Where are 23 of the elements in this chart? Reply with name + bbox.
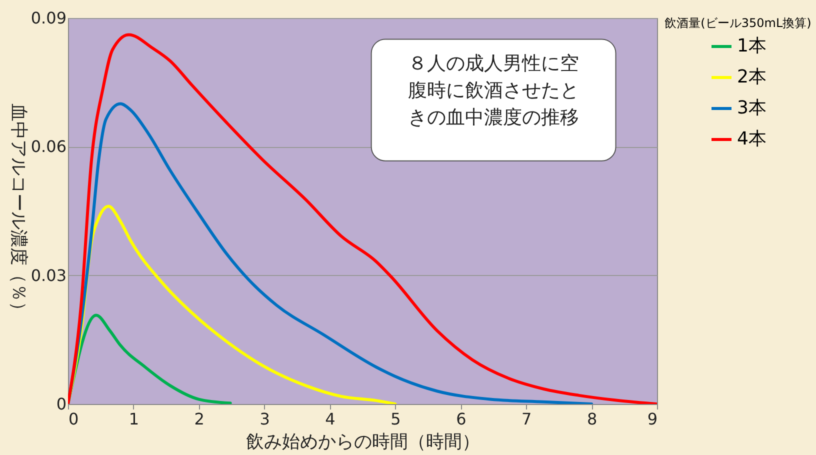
y-axis-title: 血中アルコール濃度（％） [8,104,29,320]
x-tick-label: 9 [647,410,658,428]
legend-label: 3本 [737,98,766,118]
x-tick-label: 3 [260,410,270,428]
x-tick-label: 4 [325,410,336,428]
x-tick-label: 0 [68,410,79,428]
y-tick-label: 0 [56,394,66,414]
legend-title: 飲酒量(ビール350mL換算) [664,16,812,30]
y-tick-label: 0.03 [30,266,66,285]
legend-label: 1本 [737,36,766,56]
y-tick-label: 0.06 [30,137,66,156]
x-tick-label: 5 [390,410,401,428]
annotation: ８人の成人男性に空腹時に飲酒させたときの血中濃度の推移 [408,52,580,129]
legend-label: 2本 [737,66,766,88]
x-tick-label: 7 [522,410,532,428]
y-tick-label: 0.09 [30,8,66,28]
x-tick-label: 1 [128,410,140,428]
x-tick-label: 2 [194,410,204,428]
line-series [68,102,594,404]
x-tick-label: 6 [456,410,466,428]
x-tick-label: 8 [586,410,598,428]
x-axis-title: 飲み始めからの時間（時間） [246,432,480,452]
legend-label: 4本 [737,128,766,150]
